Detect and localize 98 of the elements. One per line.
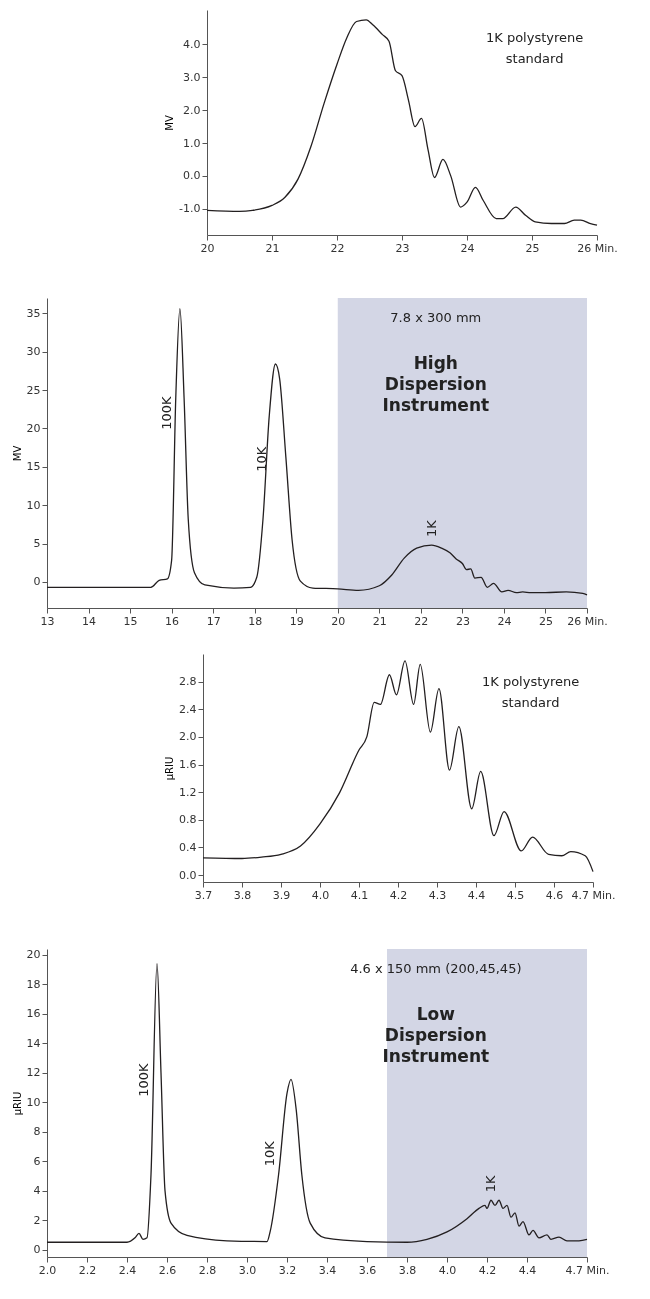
annotation: 10K — [262, 1140, 277, 1167]
x-tick-label: 4.3 — [428, 888, 447, 902]
x-tick-label: 20 — [331, 614, 346, 628]
x-tick-label: 4.0 — [311, 888, 330, 902]
x-tick-label: 14 — [82, 614, 97, 628]
x-tick-label: 18 — [248, 614, 263, 628]
line-series — [46, 963, 588, 1243]
x-tick-label: 4.7 Min. — [565, 1263, 610, 1277]
y-tick-label: 20 — [26, 421, 41, 435]
x-tick-label: 3.4 — [318, 1263, 337, 1277]
y-axis-title: MV — [164, 115, 176, 131]
x-tick-label: 2.2 — [78, 1263, 97, 1277]
y-tick-label: 0.0 — [183, 169, 201, 183]
x-tick-label: 4.2 — [478, 1263, 497, 1277]
x-tick-label: 3.2 — [278, 1263, 297, 1277]
y-tick-label: 30 — [26, 345, 41, 359]
y-tick-label: 4 — [33, 1184, 41, 1198]
annotation: 7.8 x 300 mm — [390, 310, 482, 325]
line-series — [46, 308, 588, 596]
x-tick-label: 21 — [372, 614, 387, 628]
y-tick-label: 12 — [26, 1066, 41, 1080]
x-tick-label: 3.8 — [398, 1263, 417, 1277]
annotation: 1K — [423, 519, 439, 538]
x-tick-label: 22 — [330, 241, 345, 255]
y-tick-label: 10 — [26, 498, 41, 512]
y-tick-label: 1.6 — [179, 758, 197, 772]
annotation: 1K polystyrene standard — [481, 674, 580, 710]
x-tick-label: 4.4 — [518, 1263, 537, 1277]
x-tick-label: 2.6 — [158, 1263, 177, 1277]
y-tick-label: 0 — [33, 1243, 41, 1257]
x-tick-label: 3.6 — [358, 1263, 377, 1277]
y-tick-label: 0.0 — [179, 868, 197, 882]
x-tick-label: 3.0 — [238, 1263, 257, 1277]
y-tick-label: 35 — [26, 306, 41, 320]
y-tick-label: 0.8 — [179, 813, 197, 827]
y-tick-label: 18 — [26, 977, 41, 991]
y-tick-label: 2.0 — [183, 103, 201, 117]
x-tick-label: 4.4 — [467, 888, 486, 902]
x-tick-label: 26 Min. — [567, 614, 608, 628]
y-tick-label: 2.4 — [179, 702, 197, 716]
y-tick-label: 8 — [33, 1125, 41, 1139]
y-tick-label: 15 — [26, 460, 41, 474]
y-tick-label: 3.0 — [183, 70, 201, 84]
x-tick-label: 23 — [455, 614, 470, 628]
x-tick-label: 4.0 — [438, 1263, 457, 1277]
y-tick-label: -1.0 — [179, 202, 201, 216]
x-tick-label: 3.7 — [194, 888, 213, 902]
annotation: 100K — [158, 395, 174, 430]
y-tick-label: 14 — [26, 1036, 41, 1050]
x-tick-label: 13 — [40, 614, 55, 628]
x-tick-label: 4.2 — [389, 888, 408, 902]
y-tick-label: 20 — [26, 948, 41, 962]
x-tick-label: 4.1 — [350, 888, 369, 902]
x-tick-label: 21 — [265, 241, 280, 255]
x-tick-label: 24 — [460, 241, 475, 255]
y-axis-title: µRIU — [11, 1091, 23, 1116]
x-tick-label: 4.7 Min. — [571, 888, 616, 902]
y-tick-label: 2.0 — [179, 730, 197, 744]
x-tick-label: 24 — [497, 614, 512, 628]
x-tick-label: 22 — [414, 614, 429, 628]
x-tick-label: 3.9 — [272, 888, 291, 902]
y-tick-label: 1.2 — [179, 785, 197, 799]
x-tick-label: 16 — [165, 614, 180, 628]
x-tick-label: 2.4 — [118, 1263, 137, 1277]
y-tick-label: 5 — [33, 537, 41, 551]
x-tick-label: 19 — [289, 614, 304, 628]
x-tick-label: 4.5 — [506, 888, 525, 902]
y-tick-label: 6 — [33, 1154, 41, 1168]
x-tick-label: 2.8 — [198, 1263, 217, 1277]
annotation: Low Dispersion Instrument — [382, 1004, 490, 1066]
x-tick-label: 17 — [206, 614, 221, 628]
y-tick-label: 2 — [33, 1213, 41, 1227]
x-tick-label: 23 — [395, 241, 410, 255]
y-tick-label: 4.0 — [183, 37, 201, 51]
y-tick-label: 1.0 — [183, 136, 201, 150]
y-tick-label: 0 — [33, 575, 41, 589]
y-tick-label: 0.4 — [179, 840, 197, 854]
annotation: 100K — [136, 1063, 151, 1097]
line-series — [202, 660, 594, 873]
x-tick-label: 3.8 — [233, 888, 252, 902]
y-tick-label: 10 — [26, 1095, 41, 1109]
x-tick-label: 15 — [123, 614, 138, 628]
y-tick-label: 2.8 — [179, 675, 197, 689]
annotation: 4.6 x 150 mm (200,45,45) — [350, 961, 522, 976]
y-tick-label: 16 — [26, 1007, 41, 1021]
y-axis-title: µRIU — [164, 756, 176, 781]
y-tick-label: 25 — [26, 383, 41, 397]
x-tick-label: 26 Min. — [577, 241, 618, 255]
x-tick-label: 25 — [538, 614, 553, 628]
annotation: 1K polystyrene standard — [485, 30, 584, 66]
line-series — [206, 19, 598, 226]
x-tick-label: 20 — [200, 241, 215, 255]
annotation: 10K — [254, 446, 270, 472]
x-tick-label: 25 — [525, 241, 540, 255]
annotation: High Dispersion Instrument — [382, 353, 490, 415]
y-axis-title: MV — [11, 445, 23, 462]
annotation: 1K — [483, 1174, 498, 1193]
x-tick-label: 4.6 — [545, 888, 564, 902]
